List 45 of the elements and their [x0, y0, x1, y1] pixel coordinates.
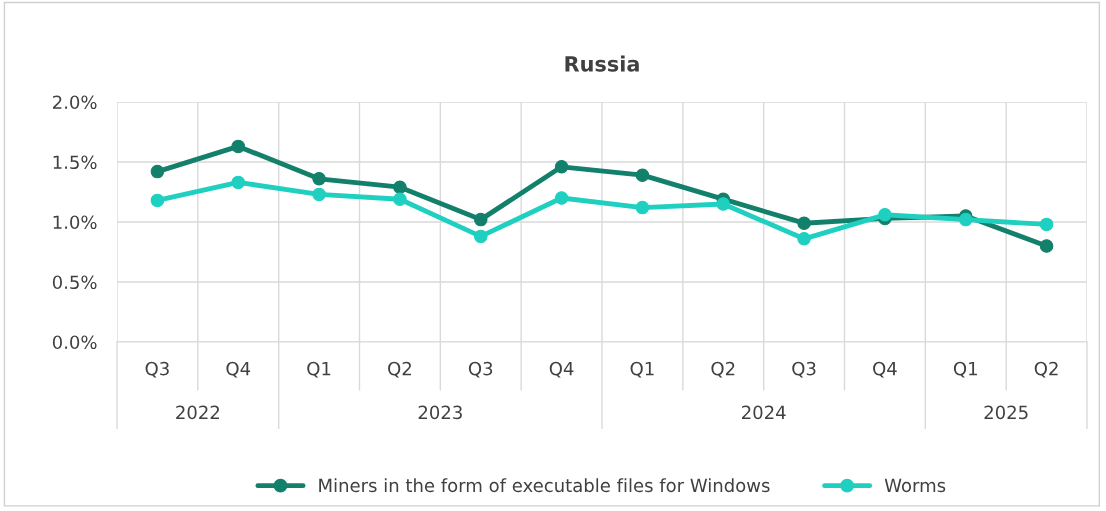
y-tick-label: 0.5%	[52, 275, 97, 290]
text: 2025	[984, 405, 1028, 420]
point	[231, 175, 246, 190]
point	[473, 229, 488, 244]
x-tick-label: Q2	[388, 361, 411, 378]
x-tick-label: Q3	[468, 361, 493, 378]
point	[150, 164, 165, 179]
point	[393, 180, 407, 194]
x-tick-label: Q3	[792, 361, 816, 378]
point	[1039, 217, 1054, 232]
point	[312, 187, 326, 202]
point	[554, 160, 569, 174]
text: 2023	[418, 405, 462, 420]
x-tick-label: Q2	[711, 361, 735, 378]
point	[473, 212, 488, 227]
y-tick-label: 1.5%	[53, 155, 97, 170]
legend-label: Miners in the form of executable files for Windows	[319, 478, 770, 493]
point	[635, 200, 650, 215]
legend-label: Worms	[884, 478, 946, 493]
point	[716, 197, 731, 211]
x-tick-label: Q4	[226, 361, 251, 378]
point	[797, 216, 811, 230]
text: 2024	[742, 405, 786, 420]
y-tick-label: 0.0%	[52, 335, 97, 350]
point	[554, 191, 569, 205]
x-tick-label: Q1	[630, 361, 654, 378]
x-tick-label: Q3	[145, 361, 169, 378]
y-tick-label: 1.0%	[53, 215, 97, 230]
point	[878, 208, 892, 222]
point	[797, 232, 811, 246]
x-tick-label: Q2	[1034, 361, 1058, 378]
x-tick-label: Q4	[873, 361, 897, 378]
point	[958, 212, 973, 227]
point	[312, 172, 326, 186]
x-tick-label: Q4	[549, 361, 574, 378]
x-tick-label: Q1	[953, 361, 977, 378]
chart-title: Russia	[565, 55, 639, 72]
point	[635, 168, 650, 182]
point	[393, 192, 407, 206]
point	[150, 193, 165, 208]
point	[1039, 239, 1054, 253]
x-tick-label: Q1	[307, 361, 331, 378]
y-tick-label: 2.0%	[53, 95, 97, 110]
point	[231, 139, 246, 154]
text: 2022	[176, 405, 219, 420]
